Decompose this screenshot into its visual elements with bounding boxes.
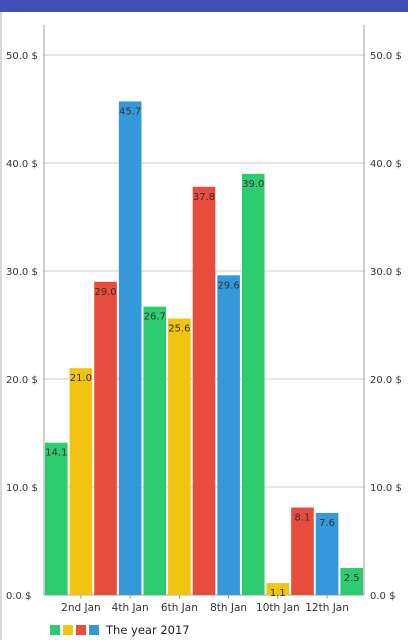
bar-value-label: 1.1 (270, 588, 286, 599)
y-axis-right: 0.0 $ 10.0 $ 20.0 $ 30.0 $ 40.0 $ 50.0 $ (370, 51, 402, 602)
y-tick-label: 20.0 $ (6, 375, 38, 386)
y-tick-label: 50.0 $ (6, 51, 38, 62)
bar-2 (69, 368, 93, 595)
status-bar (0, 0, 408, 12)
bar-value-label: 29.6 (217, 280, 239, 291)
y-tick-label-right: 0.0 $ (370, 591, 395, 602)
legend-swatch-yellow (63, 625, 73, 635)
bar-12 (315, 512, 339, 595)
bar-4 (118, 101, 142, 595)
legend-label: The year 2017 (106, 623, 190, 637)
bar-value-label: 7.6 (319, 518, 335, 529)
bar-value-label: 14.1 (45, 448, 67, 459)
bar-value-label: 37.8 (193, 192, 215, 203)
bar-1 (45, 442, 68, 595)
y-tick-label: 10.0 $ (6, 483, 38, 494)
y-tick-label-right: 20.0 $ (370, 375, 402, 386)
bars (45, 101, 363, 596)
x-tick-label: 12th Jan (305, 602, 349, 614)
bar-value-label: 25.6 (168, 324, 190, 335)
legend-swatch-green (50, 625, 60, 635)
y-tick-label: 30.0 $ (6, 267, 38, 278)
bar-5 (143, 306, 167, 595)
x-tick-label: 6th Jan (161, 602, 198, 614)
bar-11 (291, 507, 314, 595)
legend-swatch-blue (89, 625, 99, 635)
legend: The year 2017 (50, 622, 190, 638)
bar-value-label: 8.1 (295, 513, 311, 524)
y-tick-label-right: 30.0 $ (370, 267, 402, 278)
legend-swatch-red (76, 625, 86, 635)
bar-7 (192, 186, 216, 595)
x-tick-label: 2nd Jan (61, 602, 101, 614)
bar-9 (241, 173, 265, 596)
bar-6 (168, 318, 191, 595)
screen-edge (0, 12, 2, 640)
y-tick-label-right: 40.0 $ (370, 159, 402, 170)
x-tick-label: 10th Jan (256, 602, 300, 614)
bar-value-label: 2.5 (344, 573, 360, 584)
y-tick-label-right: 50.0 $ (370, 51, 402, 62)
bar-8 (217, 275, 240, 595)
bar-value-label: 45.7 (119, 106, 141, 117)
x-axis: 2nd Jan 4th Jan 6th Jan 8th Jan 10th Jan 12th… (61, 595, 349, 614)
y-tick-label: 0.0 $ (6, 591, 31, 602)
y-tick-label-right: 10.0 $ (370, 483, 402, 494)
bar-3 (94, 281, 117, 595)
y-axis-left: 0.0 $ 10.0 $ 20.0 $ 30.0 $ 40.0 $ 50.0 $ (6, 51, 38, 602)
bar-13 (340, 568, 363, 595)
bar-value-label: 21.0 (70, 373, 92, 384)
x-tick-label: 4th Jan (112, 602, 149, 614)
bar-10 (266, 583, 290, 595)
value-labels: 14.1 21.0 29.0 45.7 26.725.6 37.8 29.6 39.0 1.1 8… (45, 106, 359, 599)
x-tick-label: 8th Jan (210, 602, 247, 614)
bar-value-label: 26.7 (144, 312, 166, 323)
bar-value-label: 39.0 (242, 179, 264, 190)
bar-value-label: 29.0 (94, 287, 116, 298)
y-tick-label: 40.0 $ (6, 159, 38, 170)
